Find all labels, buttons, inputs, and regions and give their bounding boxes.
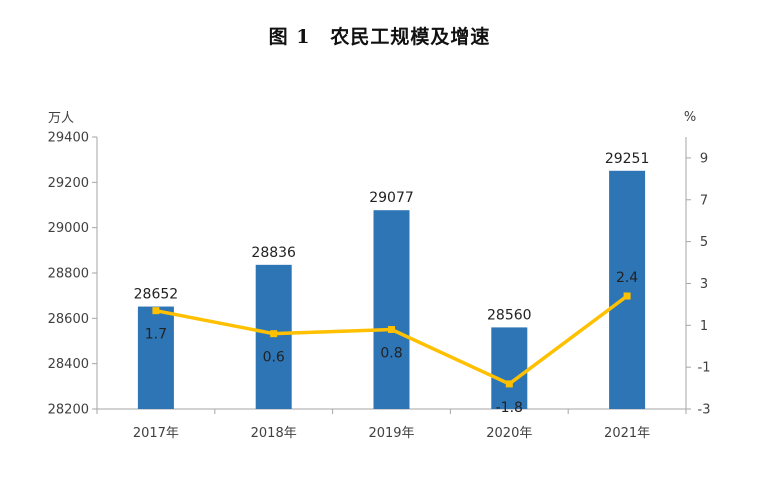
left-axis-unit: 万人 [48, 111, 74, 126]
line-value-label: -1.8 [496, 400, 523, 416]
left-tick-label: 28400 [48, 357, 89, 372]
line-value-label: 0.8 [380, 345, 402, 361]
right-tick-label: 3 [700, 277, 708, 292]
chart-title: 图 1 农民工规模及增速 [268, 26, 491, 48]
x-tick-label: 2019年 [368, 426, 414, 441]
right-tick-label: 1 [700, 319, 708, 334]
x-axis: 2017年 2018年 2019年 2020年 2021年 [96, 408, 687, 441]
left-tick-label: 29400 [48, 131, 89, 146]
left-tick-label: 29000 [48, 221, 89, 236]
x-tick-label: 2021年 [604, 426, 650, 441]
right-tick-label: -1 [698, 361, 711, 376]
line-value-label: 2.4 [616, 270, 638, 286]
right-tick-label: 9 [700, 151, 708, 166]
line-series [152, 292, 631, 388]
left-axis: 28200 28400 28600 28800 29000 29200 29400 万人 [48, 111, 98, 418]
line-value-label: 0.6 [263, 350, 285, 366]
line-point [152, 307, 160, 315]
bar [491, 327, 528, 409]
bar [609, 170, 646, 409]
right-tick-label: 7 [700, 193, 708, 208]
right-axis-unit: % [684, 110, 696, 125]
line-point [505, 380, 513, 388]
x-tick-label: 2020年 [486, 426, 532, 441]
bar [137, 306, 174, 409]
data-labels: 28652 28836 29077 28560 29251 1.7 0.6 0.8 -1.8 2.… [134, 151, 650, 416]
bar-series [137, 170, 646, 409]
bar [373, 210, 410, 409]
left-tick-label: 29200 [48, 176, 89, 191]
bar-value-label: 28560 [487, 307, 532, 323]
bar-value-label: 28652 [134, 287, 179, 303]
line-point [270, 330, 278, 338]
bar-value-label: 29251 [605, 151, 650, 167]
right-tick-label: -3 [698, 403, 711, 418]
line-point [388, 325, 395, 333]
line-value-label: 1.7 [145, 327, 167, 343]
x-tick-label: 2018年 [251, 426, 297, 441]
line-point [623, 292, 631, 300]
left-tick-label: 28200 [48, 403, 89, 418]
bar-value-label: 29077 [369, 190, 414, 206]
x-tick-label: 2017年 [133, 426, 179, 441]
right-tick-label: 5 [700, 235, 708, 250]
left-tick-label: 28600 [48, 312, 89, 327]
bar-value-label: 28836 [251, 245, 296, 261]
right-axis: -3 -1 1 3 5 7 9% [684, 110, 711, 418]
left-tick-label: 28800 [48, 267, 89, 282]
